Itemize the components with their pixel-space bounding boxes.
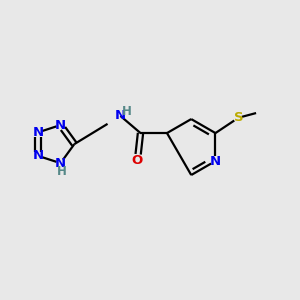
Text: H: H [57, 166, 67, 178]
Text: N: N [32, 126, 44, 139]
Text: H: H [122, 105, 132, 119]
Text: S: S [234, 111, 243, 124]
Text: N: N [55, 157, 66, 170]
Text: N: N [210, 154, 221, 167]
Text: N: N [115, 110, 126, 122]
Text: N: N [32, 149, 44, 162]
Text: O: O [132, 154, 143, 167]
Text: N: N [55, 118, 66, 132]
